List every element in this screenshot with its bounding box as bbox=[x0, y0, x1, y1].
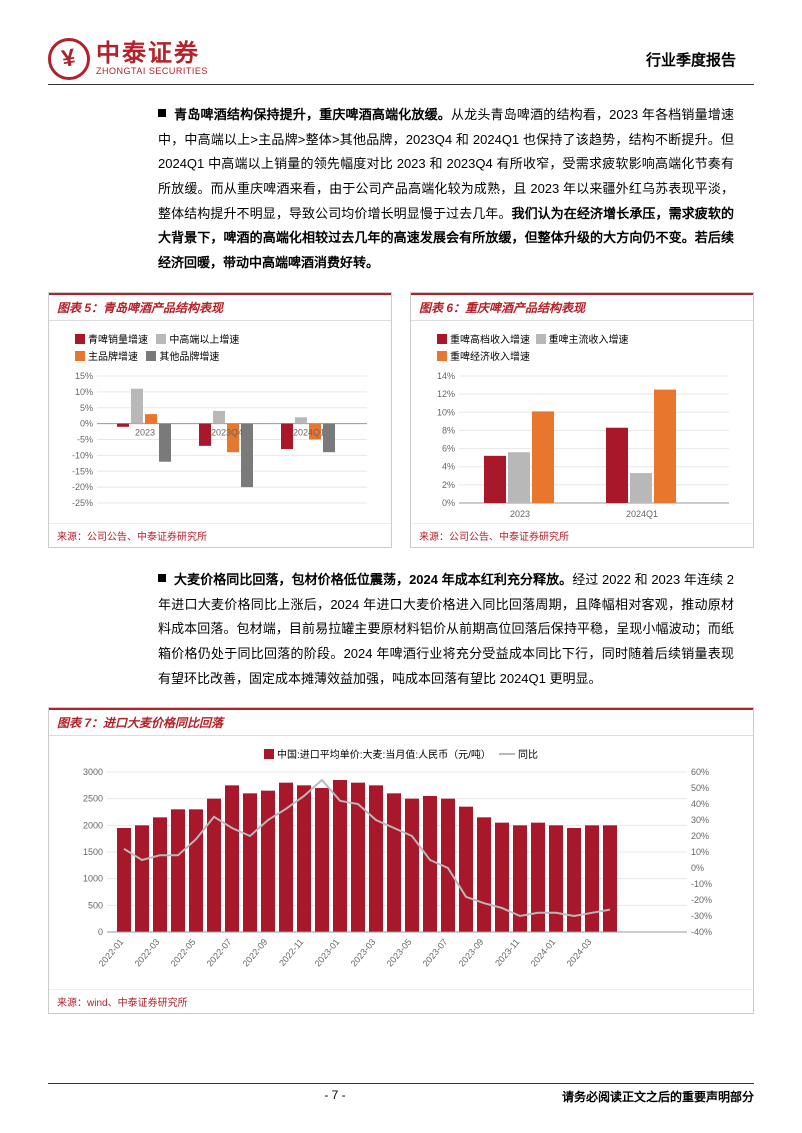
chart7-row: 图表 7：进口大麦价格同比回落 中国:进口平均单价:大麦:当月值:人民币（元/吨… bbox=[48, 707, 754, 1014]
logo-icon: ¥ bbox=[48, 38, 90, 80]
svg-text:2023-09: 2023-09 bbox=[457, 937, 486, 969]
svg-text:0%: 0% bbox=[442, 498, 455, 508]
chart7-legend: 中国:进口平均单价:大麦:当月值:人民币（元/吨） 同比 bbox=[57, 742, 745, 767]
svg-text:5%: 5% bbox=[80, 403, 93, 413]
svg-text:4%: 4% bbox=[442, 462, 455, 472]
chart5-svg: -25% -20% -15% -10% -5% 0% 5% 10% 15% 2023 2023Q4 2… bbox=[57, 371, 377, 521]
bullet-icon bbox=[158, 109, 166, 117]
svg-text:10%: 10% bbox=[437, 407, 455, 417]
svg-text:2024-03: 2024-03 bbox=[565, 937, 594, 969]
svg-text:-10%: -10% bbox=[691, 879, 712, 889]
chart7-box: 图表 7：进口大麦价格同比回落 中国:进口平均单价:大麦:当月值:人民币（元/吨… bbox=[48, 707, 754, 1014]
chart6-source: 来源：公司公告、中泰证券研究所 bbox=[411, 523, 753, 547]
svg-text:20%: 20% bbox=[691, 831, 709, 841]
svg-text:1500: 1500 bbox=[83, 847, 103, 857]
svg-text:2500: 2500 bbox=[83, 794, 103, 804]
svg-text:8%: 8% bbox=[442, 425, 455, 435]
svg-text:2022-07: 2022-07 bbox=[205, 937, 234, 969]
chart6-legend: 重啤高档收入增速 重啤主流收入增速重啤经济收入增速 bbox=[419, 327, 745, 371]
svg-text:-25%: -25% bbox=[72, 498, 93, 508]
logo: ¥ 中泰证券 ZHONGTAI SECURITIES bbox=[48, 38, 208, 80]
svg-text:10%: 10% bbox=[75, 387, 93, 397]
svg-text:2024Q1: 2024Q1 bbox=[626, 509, 658, 519]
charts-row-5-6: 图表 5：青岛啤酒产品结构表现 青啤销量增速 中高端以上增速主品牌增速 其他品牌… bbox=[48, 292, 754, 548]
svg-text:-10%: -10% bbox=[72, 450, 93, 460]
svg-text:-40%: -40% bbox=[691, 927, 712, 937]
header-divider bbox=[48, 84, 754, 85]
svg-text:500: 500 bbox=[88, 901, 103, 911]
para1-body: 从龙头青岛啤酒的结构看，2023 年各档销量增速中，中高端以上>主品牌>整体>其… bbox=[158, 107, 734, 221]
svg-text:2%: 2% bbox=[442, 480, 455, 490]
svg-text:2023-03: 2023-03 bbox=[349, 937, 378, 969]
footer-disclaimer: 请务必阅读正文之后的重要声明部分 bbox=[562, 1088, 754, 1105]
chart6-svg: 0% 2% 4% 6% 8% 10% 12% 14% 2023 2024Q1 bbox=[419, 371, 739, 521]
chart7-svg: 0 500 1000 1500 2000 2500 3000 -40% -30% -20% -10%… bbox=[57, 767, 737, 987]
chart7-source: 来源：wind、中泰证券研究所 bbox=[49, 989, 753, 1013]
para1-lead: 青岛啤酒结构保持提升，重庆啤酒高端化放缓。 bbox=[174, 107, 451, 122]
svg-text:2023-07: 2023-07 bbox=[421, 937, 450, 969]
page-number: - 7 - bbox=[324, 1088, 345, 1105]
svg-text:40%: 40% bbox=[691, 799, 709, 809]
page-footer: - 7 - 请务必阅读正文之后的重要声明部分 bbox=[48, 1083, 754, 1105]
svg-text:2024-01: 2024-01 bbox=[529, 937, 558, 969]
svg-text:-5%: -5% bbox=[77, 434, 93, 444]
svg-text:2022-01: 2022-01 bbox=[97, 937, 126, 969]
logo-text-en: ZHONGTAI SECURITIES bbox=[96, 66, 208, 76]
chart5-source: 来源：公司公告、中泰证券研究所 bbox=[49, 523, 391, 547]
svg-text:50%: 50% bbox=[691, 783, 709, 793]
svg-text:0%: 0% bbox=[691, 863, 704, 873]
chart5-title: 图表 5：青岛啤酒产品结构表现 bbox=[49, 293, 391, 321]
svg-text:6%: 6% bbox=[442, 443, 455, 453]
svg-text:10%: 10% bbox=[691, 847, 709, 857]
svg-text:2023: 2023 bbox=[135, 427, 155, 437]
svg-text:2022-05: 2022-05 bbox=[169, 937, 198, 969]
logo-text-cn: 中泰证券 bbox=[96, 42, 208, 66]
svg-text:2022-09: 2022-09 bbox=[241, 937, 270, 969]
svg-text:2023-05: 2023-05 bbox=[385, 937, 414, 969]
svg-text:15%: 15% bbox=[75, 371, 93, 381]
svg-text:3000: 3000 bbox=[83, 767, 103, 777]
svg-text:12%: 12% bbox=[437, 389, 455, 399]
svg-text:1000: 1000 bbox=[83, 874, 103, 884]
svg-text:60%: 60% bbox=[691, 767, 709, 777]
svg-text:2000: 2000 bbox=[83, 821, 103, 831]
svg-text:-20%: -20% bbox=[691, 895, 712, 905]
svg-text:-30%: -30% bbox=[691, 911, 712, 921]
bullet-icon bbox=[158, 574, 166, 582]
svg-text:14%: 14% bbox=[437, 371, 455, 381]
chart5-legend: 青啤销量增速 中高端以上增速主品牌增速 其他品牌增速 bbox=[57, 327, 383, 371]
paragraph-2: 大麦价格同比回落，包材价格低位震荡，2024 年成本红利充分释放。经过 2022… bbox=[158, 568, 734, 691]
report-type: 行业季度报告 bbox=[646, 49, 736, 70]
svg-text:-15%: -15% bbox=[72, 466, 93, 476]
svg-text:2023Q4: 2023Q4 bbox=[211, 427, 243, 437]
svg-text:0: 0 bbox=[98, 927, 103, 937]
svg-text:-20%: -20% bbox=[72, 482, 93, 492]
svg-text:2024Q1: 2024Q1 bbox=[293, 427, 325, 437]
chart7-title: 图表 7：进口大麦价格同比回落 bbox=[49, 708, 753, 736]
chart6-box: 图表 6：重庆啤酒产品结构表现 重啤高档收入增速 重啤主流收入增速重啤经济收入增… bbox=[410, 292, 754, 548]
chart5-box: 图表 5：青岛啤酒产品结构表现 青啤销量增速 中高端以上增速主品牌增速 其他品牌… bbox=[48, 292, 392, 548]
svg-text:0%: 0% bbox=[80, 418, 93, 428]
para2-lead: 大麦价格同比回落，包材价格低位震荡，2024 年成本红利充分释放。 bbox=[174, 572, 572, 587]
chart6-title: 图表 6：重庆啤酒产品结构表现 bbox=[411, 293, 753, 321]
svg-text:30%: 30% bbox=[691, 815, 709, 825]
svg-text:2023-11: 2023-11 bbox=[493, 937, 521, 968]
svg-text:2023-01: 2023-01 bbox=[313, 937, 342, 969]
page-header: ¥ 中泰证券 ZHONGTAI SECURITIES 行业季度报告 bbox=[48, 38, 754, 80]
svg-text:2022-03: 2022-03 bbox=[133, 937, 162, 969]
svg-text:2023: 2023 bbox=[510, 509, 530, 519]
para2-body: 经过 2022 和 2023 年连续 2 年进口大麦价格同比上涨后，2024 年… bbox=[158, 572, 734, 686]
paragraph-1: 青岛啤酒结构保持提升，重庆啤酒高端化放缓。从龙头青岛啤酒的结构看，2023 年各… bbox=[158, 103, 734, 276]
svg-text:2022-11: 2022-11 bbox=[277, 937, 305, 968]
